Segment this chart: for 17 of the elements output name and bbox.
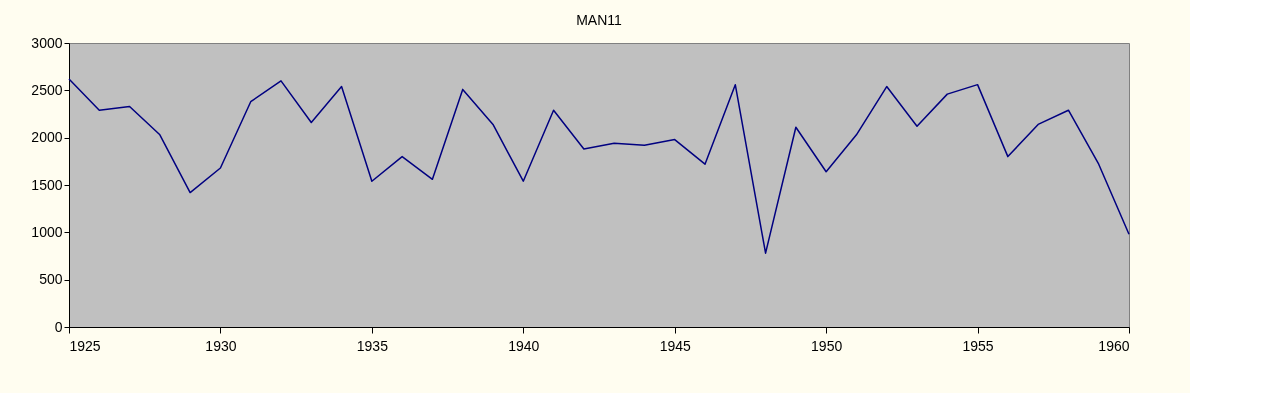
chart-title: MAN11 [576, 12, 623, 28]
x-tick-label: 1930 [205, 337, 237, 354]
x-tick-label: 1935 [356, 337, 389, 354]
x-tick-label: 1945 [659, 337, 691, 354]
x-tick-label: 1925 [69, 337, 101, 354]
line-series [68, 78, 1130, 254]
x-tick-label: 1940 [508, 337, 540, 354]
y-tick-label: 1000 [31, 223, 63, 240]
x-tick-label: 1950 [811, 337, 843, 354]
y-tick-label: 0 [54, 318, 63, 335]
y-tick-label: 500 [39, 271, 63, 288]
x-tick-label: 1955 [962, 337, 994, 354]
x-tick-label: 1960 [1098, 337, 1130, 354]
y-tick-label: 2000 [31, 129, 63, 146]
y-tick-label: 3000 [31, 34, 63, 51]
y-tick-label: 1500 [31, 176, 63, 193]
y-tick-label: 2500 [31, 81, 63, 98]
